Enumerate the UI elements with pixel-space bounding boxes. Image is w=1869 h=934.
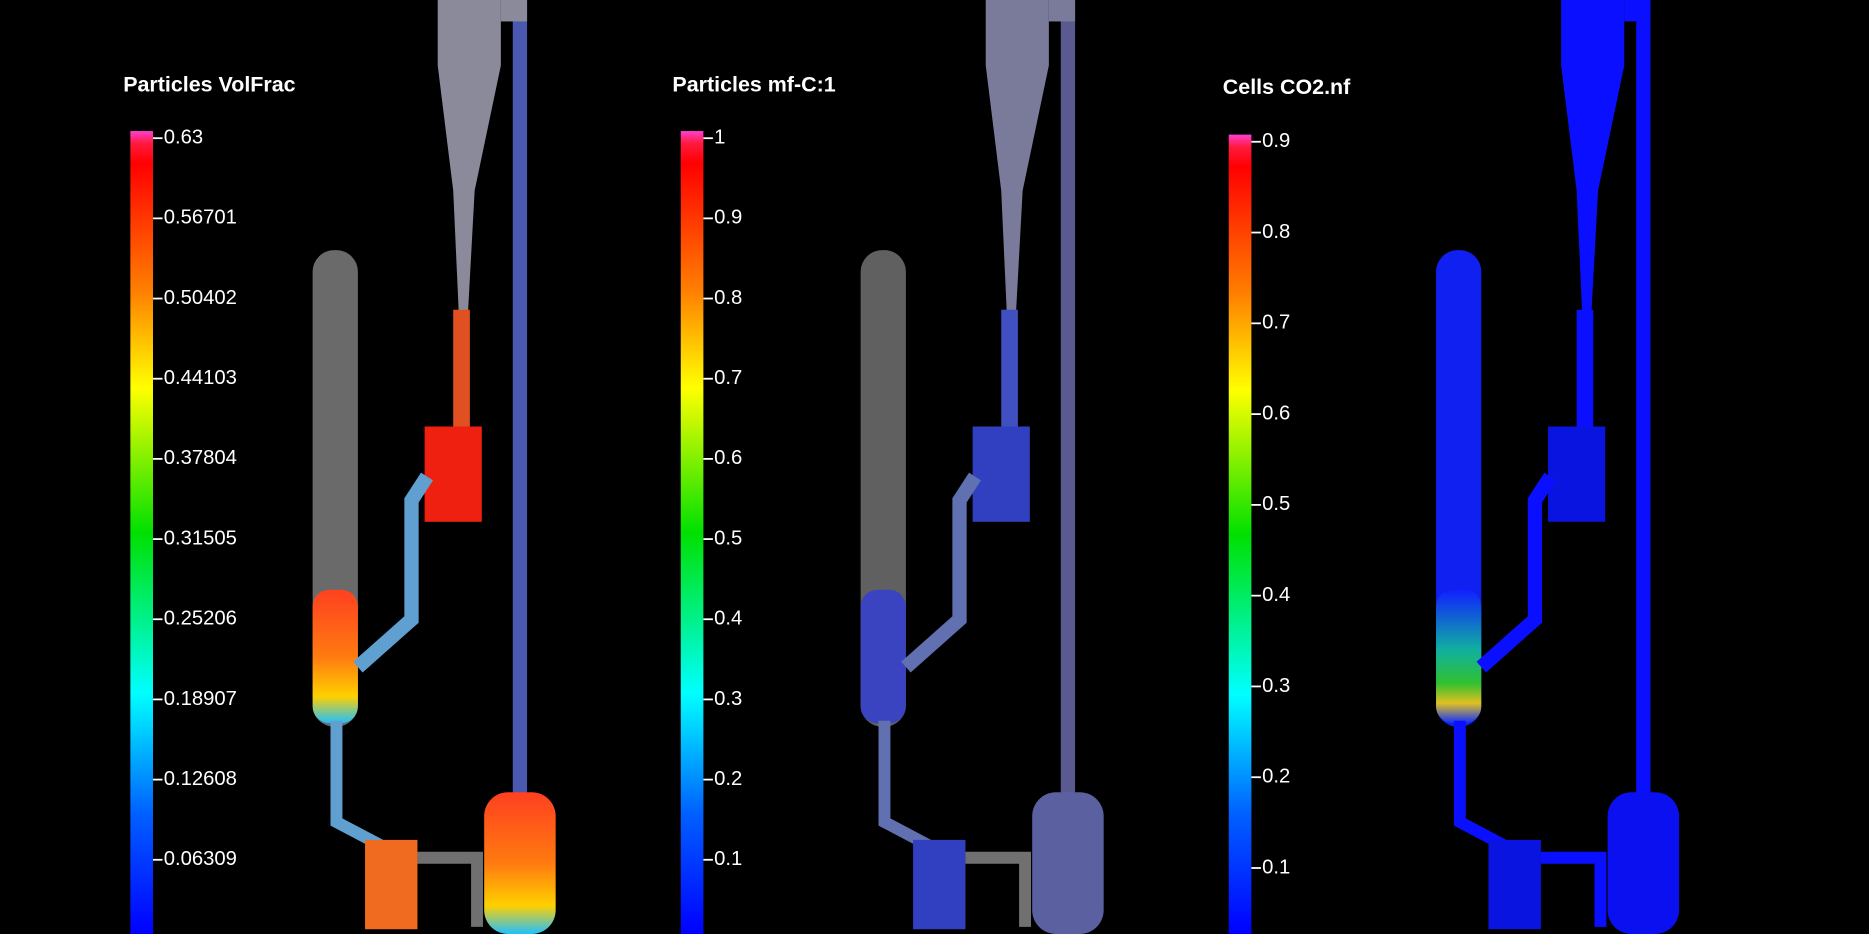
cyclone-duct [1048,0,1076,22]
cyclone-duct [500,0,528,22]
lower-seal [365,839,418,930]
colorbar-tick-label: 0.2 [1262,766,1290,788]
colorbar-tick-label: 1 [714,127,725,149]
cyclone [985,0,1049,322]
colorbar [680,131,704,934]
return-pipe [330,720,385,852]
colorbar-tick-label: 0.12608 [164,768,237,790]
colorbar-tick-label: 0.8 [1262,221,1290,243]
reactor [1032,792,1104,934]
colorbar-tick-label: 0.18907 [164,688,237,710]
colorbar-title: Cells CO2.nf [1223,75,1351,99]
colorbar-tick-label: 0.63 [164,127,203,149]
riser [1636,0,1651,918]
colorbar [1228,134,1252,934]
cyclone [437,0,501,322]
column-bed [312,589,358,724]
colorbar-tick-label: 0.9 [714,207,742,229]
lower-pipe [417,851,483,927]
reactor [1607,792,1680,934]
transfer-pipe [901,472,981,673]
colorbar-tick-label: 0.7 [714,367,742,389]
colorbar-tick-label: 0.2 [714,768,742,790]
colorbar-tick-label: 0.44103 [164,367,237,389]
colorbar-tick-label: 0.6 [1262,402,1290,424]
lower-pipe [965,851,1031,927]
downcomer [1001,309,1018,435]
loop-seal [972,426,1030,522]
colorbar-tick-label: 0.5 [714,527,742,549]
colorbar-tick-label: 0.31505 [164,527,237,549]
colorbar-tick-label: 0.3 [714,688,742,710]
riser [1060,0,1076,918]
colorbar-tick-label: 0.06309 [164,848,237,870]
column-bed [860,589,906,724]
riser [512,0,528,918]
colorbar-title: Particles mf-C:1 [672,72,835,96]
downcomer [453,309,470,435]
transfer-pipe [1476,472,1557,673]
colorbar-tick-label: 0.56701 [164,207,237,229]
colorbar-tick-label: 0.37804 [164,447,237,469]
cyclone-duct [1624,0,1651,22]
lower-pipe [1540,851,1607,927]
return-pipe [878,720,933,852]
colorbar-tick-label: 0.8 [714,287,742,309]
colorbar-tick-label: 0.50402 [164,287,237,309]
column-bed [1436,589,1482,724]
colorbar-tick-label: 0.1 [714,848,742,870]
colorbar-tick-label: 0.1 [1262,856,1290,878]
reactor [484,792,556,934]
colorbar-tick-label: 0.4 [714,608,742,630]
colorbar [130,131,153,934]
downcomer [1576,309,1594,435]
transfer-pipe [353,472,433,673]
loop-seal [1548,426,1606,522]
colorbar-title: Particles VolFrac [123,72,295,96]
return-pipe [1453,720,1508,852]
colorbar-tick-label: 0.3 [1262,675,1290,697]
colorbar-tick-label: 0.5 [1262,493,1290,515]
colorbar-tick-label: 0.6 [714,447,742,469]
loop-seal [424,426,482,522]
colorbar-tick-label: 0.7 [1262,312,1290,334]
colorbar-tick-label: 0.4 [1262,584,1290,606]
lower-seal [913,839,966,930]
colorbar-tick-label: 0.9 [1262,130,1290,152]
colorbar-tick-label: 0.25206 [164,608,237,630]
cyclone [1561,0,1625,322]
lower-seal [1488,839,1541,930]
